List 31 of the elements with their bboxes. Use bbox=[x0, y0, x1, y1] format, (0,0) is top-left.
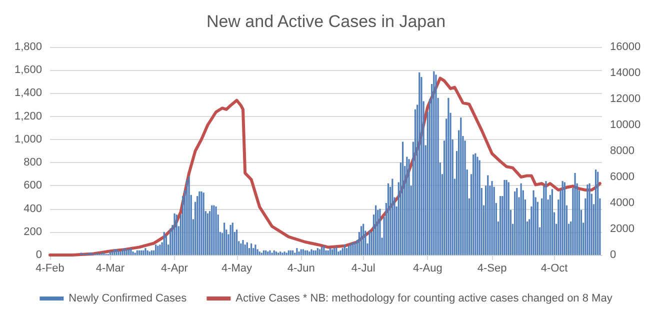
y2-tick-label: 4000 bbox=[610, 197, 634, 209]
x-tick-label: 4-Sep bbox=[477, 262, 507, 274]
x-tick-label: 4-Apr bbox=[161, 262, 188, 274]
legend-label: Active Cases * NB: methodology for counting active cases changed on 8 May bbox=[236, 292, 613, 304]
y-tick-label: 1,200 bbox=[14, 110, 42, 122]
y-tick-label: 1,600 bbox=[14, 64, 42, 76]
x-tick-label: 4-May bbox=[221, 262, 253, 274]
x-tick-label: 4-Mar bbox=[96, 262, 125, 274]
y-tick-label: 1,400 bbox=[14, 87, 42, 100]
x-tick-label: 4-Oct bbox=[540, 262, 568, 274]
y-tick-label: 1,800 bbox=[14, 41, 42, 53]
x-tick-label: 4-Feb bbox=[36, 262, 64, 274]
y-tick-label: 400 bbox=[24, 202, 42, 215]
y2-tick-label: 10000 bbox=[610, 119, 641, 131]
y2-tick-label: 8000 bbox=[610, 145, 634, 157]
y2-tick-label: 2000 bbox=[610, 223, 634, 235]
x-tick-label: 4-Jun bbox=[287, 262, 315, 274]
y-tick-label: 200 bbox=[24, 226, 42, 238]
y2-tick-label: 0 bbox=[610, 249, 616, 261]
y-tick-label: 0 bbox=[36, 249, 42, 261]
y-tick-label: 600 bbox=[24, 180, 42, 192]
y2-tick-label: 6000 bbox=[610, 171, 634, 183]
x-tick-label: 4-Jul bbox=[351, 262, 376, 274]
legend-label: Newly Confirmed Cases bbox=[68, 292, 188, 304]
y2-tick-label: 16000 bbox=[610, 41, 641, 53]
y2-tick-label: 12000 bbox=[610, 93, 641, 105]
y-tick-label: 1,000 bbox=[14, 133, 42, 146]
y-tick-label: 800 bbox=[24, 156, 42, 169]
y2-tick-label: 14000 bbox=[610, 67, 641, 79]
chart-title: New and Active Cases in Japan bbox=[206, 12, 446, 31]
x-tick-label: 4-Aug bbox=[413, 262, 442, 274]
